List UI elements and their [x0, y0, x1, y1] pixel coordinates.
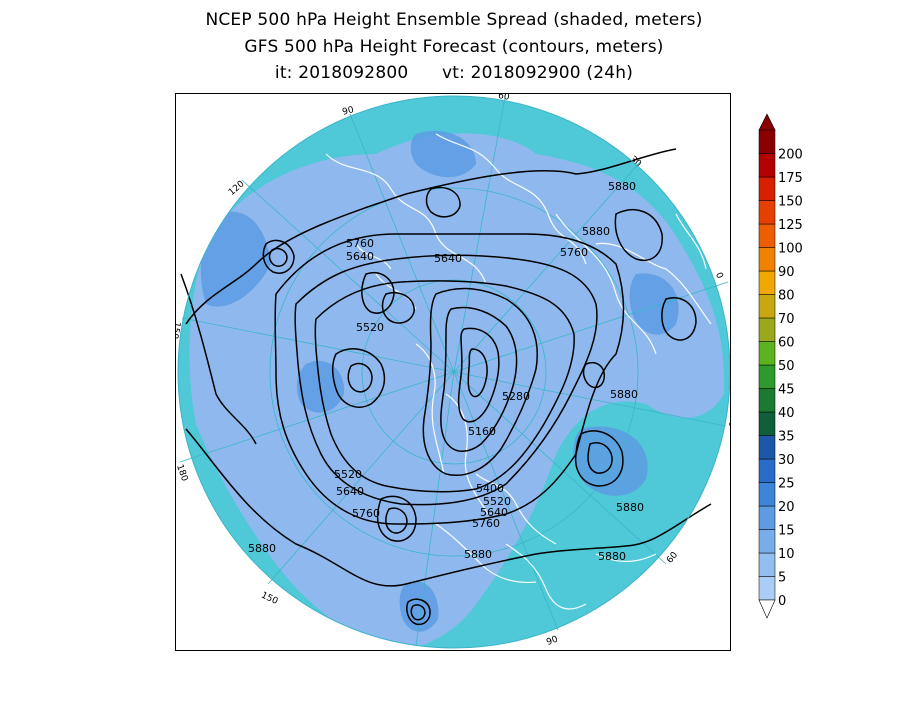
spread-patch-nw	[200, 211, 271, 307]
colorbar-label: 200	[778, 148, 803, 163]
colorbar-bin-12	[758, 294, 776, 319]
colorbar-bin-16	[758, 200, 776, 225]
colorbar-label: 20	[778, 500, 795, 515]
colorbar-bin-14	[758, 247, 776, 272]
lon-label-60e: 60	[497, 94, 510, 103]
contour-label-5880-e: 5880	[610, 388, 638, 401]
colorbar-label: 15	[778, 524, 795, 539]
colorbar-bin-0	[758, 576, 776, 601]
colorbar-label: 90	[778, 265, 795, 280]
chart-subtitle: GFS 500 hPa Height Forecast (contours, m…	[244, 37, 664, 57]
spread-patch-n	[410, 130, 476, 178]
contour-label-5640-nw: 5640	[346, 250, 374, 263]
contour-label-5760-sw: 5760	[352, 507, 380, 520]
contour-label-5400: 5400	[476, 482, 504, 495]
colorbar-bin-9	[758, 364, 776, 389]
contour-label-5880-w: 5880	[248, 542, 276, 555]
lon-label-90w: 90	[545, 635, 559, 648]
colorbar-label: 25	[778, 477, 795, 492]
contour-label-5760-s: 5760	[472, 517, 500, 530]
colorbar-bin-8	[758, 388, 776, 413]
chart-valid-time: it: 2018092800 vt: 2018092900 (24h)	[274, 63, 634, 83]
colorbar-label: 45	[778, 383, 795, 398]
lon-label-150e: 150	[176, 321, 182, 340]
contour-label-5880-se: 5880	[616, 501, 644, 514]
contour-label-5760-ne: 5760	[560, 246, 588, 259]
contour-label-5640-s: 5640	[480, 506, 508, 519]
lon-label-150w: 150	[259, 591, 279, 607]
colorbar-bin-17	[758, 176, 776, 201]
contour-label-5880-ne: 5880	[608, 180, 636, 193]
colorbar-bin-3	[758, 505, 776, 530]
colorbar-bin-10	[758, 341, 776, 366]
colorbar-label: 30	[778, 453, 795, 468]
contour-label-5160: 5160	[468, 425, 496, 438]
colorbar-boxes	[758, 113, 776, 619]
colorbar: 0 5 10 15 20 25 30 35 40 45 50 60 70 80 90 100 125 150 175…	[758, 113, 803, 619]
lon-label-60w: 60	[665, 550, 680, 565]
colorbar-bin-13	[758, 270, 776, 295]
lon-label-90e: 90	[341, 105, 355, 118]
colorbar-label: 35	[778, 430, 795, 445]
contour-label-5640-sw: 5640	[336, 485, 364, 498]
colorbar-label: 60	[778, 336, 795, 351]
contour-label-5880-s: 5880	[464, 548, 492, 561]
colorbar-labels: 0 5 10 15 20 25 30 35 40 45 50 60 70 80 90 100 125 150 175…	[778, 148, 803, 610]
contour-label-5280: 5280	[502, 390, 530, 403]
disk-outline	[177, 95, 730, 649]
lon-label-180: 180	[176, 463, 189, 483]
colorbar-label: 175	[778, 171, 803, 186]
chart-title: NCEP 500 hPa Height Ensemble Spread (sha…	[205, 10, 703, 30]
colorbar-label: 40	[778, 406, 795, 421]
colorbar-label: 80	[778, 289, 795, 304]
colorbar-label: 0	[778, 594, 786, 609]
polar-map: 5880 5880 5760 5640 5760 5640 5520 5280 …	[176, 94, 731, 649]
contour-label-5880-ne2: 5880	[582, 225, 610, 238]
map-frame: 5880 5880 5760 5640 5760 5640 5520 5280 …	[175, 93, 731, 651]
colorbar-bin-2	[758, 529, 776, 554]
colorbar-bin-4	[758, 482, 776, 507]
colorbar-label: 5	[778, 571, 786, 586]
colorbar-bin-6	[758, 435, 776, 460]
contour-label-5880-sse: 5880	[598, 550, 626, 563]
colorbar-label: 150	[778, 195, 803, 210]
colorbar-label: 10	[778, 547, 795, 562]
colorbar-label: 125	[778, 218, 803, 233]
colorbar-bin-18	[758, 153, 776, 178]
colorbar-bin-11	[758, 317, 776, 342]
colorbar-top-arrow	[758, 113, 776, 131]
colorbar-bin-19	[758, 129, 776, 154]
colorbar-bin-5	[758, 458, 776, 483]
contour-label-5520-sw: 5520	[334, 468, 362, 481]
contour-label-5520-w: 5520	[356, 321, 384, 334]
lon-label-0: 0	[713, 271, 724, 280]
colorbar-label: 50	[778, 359, 795, 374]
colorbar-label: 70	[778, 312, 795, 327]
colorbar-bin-1	[758, 552, 776, 577]
contour-label-5640-n: 5640	[434, 252, 462, 265]
spread-patch-ne	[629, 273, 679, 335]
contour-label-5520-s: 5520	[483, 495, 511, 508]
contour-label-5760-nw: 5760	[346, 237, 374, 250]
height-contours	[180, 148, 712, 626]
colorbar-bin-15	[758, 223, 776, 248]
lon-label-30w: 30	[726, 415, 731, 428]
contour-labels: 5880 5880 5760 5640 5760 5640 5520 5280 …	[248, 180, 644, 563]
colorbar-label: 100	[778, 242, 803, 257]
colorbar-bottom-arrow	[758, 599, 776, 619]
lat-lon-grid	[179, 97, 729, 647]
colorbar-bin-7	[758, 411, 776, 436]
